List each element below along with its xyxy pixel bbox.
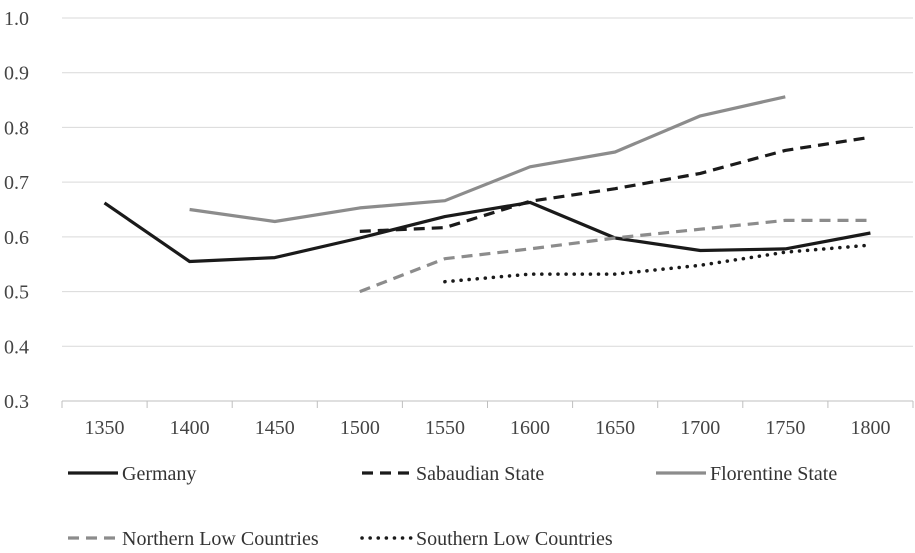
x-tick-label: 1600 (510, 417, 550, 439)
y-tick-label: 0.3 (4, 391, 29, 413)
series-line-germany (103, 200, 871, 264)
legend-label: Sabaudian State (416, 463, 544, 485)
y-tick-label: 0.6 (4, 227, 29, 249)
series-line-southern-low-countries (443, 243, 873, 284)
series-line-northern-low-countries (359, 218, 871, 294)
x-axis: 1350 1400 1450 1500 1550 1600 1650 1700 1750 1800 (61, 400, 914, 439)
y-tick-label: 1.0 (4, 8, 29, 30)
y-tick-label: 0.9 (4, 63, 29, 85)
y-tick-label: 0.4 (4, 336, 29, 358)
x-tick-label: 1700 (680, 417, 720, 439)
legend: Germany Sabaudian State Florentine State No… (68, 463, 837, 550)
series-line-sabaudian-state (359, 135, 871, 233)
y-tick-label: 0.8 (4, 117, 29, 139)
series-line-florentine-state (189, 95, 786, 224)
x-tick-label: 1400 (170, 417, 210, 439)
x-tick-label: 1350 (85, 417, 125, 439)
x-tick-label: 1500 (340, 417, 380, 439)
y-axis-ticks: 0.3 0.4 0.5 0.6 0.7 0.8 0.9 1.0 (4, 8, 29, 413)
series-lines (103, 95, 873, 294)
legend-label: Southern Low Countries (416, 528, 613, 550)
x-tick-label: 1650 (595, 417, 635, 439)
x-tick-label: 1550 (425, 417, 465, 439)
legend-label: Northern Low Countries (122, 528, 319, 550)
x-tick-label: 1750 (765, 417, 805, 439)
x-tick-label: 1450 (255, 417, 295, 439)
legend-label: Germany (122, 463, 196, 485)
legend-label: Florentine State (710, 463, 837, 485)
y-tick-label: 0.7 (4, 172, 29, 194)
y-tick-label: 0.5 (4, 282, 29, 304)
x-tick-label: 1800 (850, 417, 890, 439)
